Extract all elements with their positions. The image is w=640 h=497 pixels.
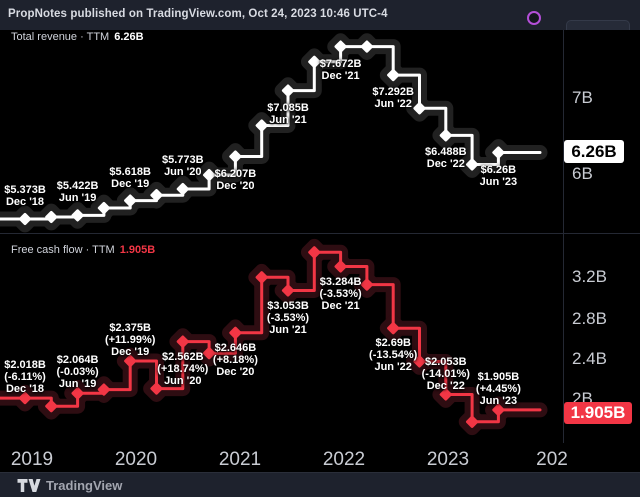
data-point-label: $2.562B (+18.74%) Jun '20: [157, 350, 209, 387]
revenue-last-price-box: 6.26B: [564, 140, 624, 163]
data-point-label: $3.284B (-3.53%) Dec '21: [319, 275, 362, 312]
data-point-label: $2.69B (-13.54%) Jun '22: [369, 337, 418, 374]
legend-total-revenue-value: 6.26B: [114, 31, 144, 43]
data-point-label: $3.053B (-3.53%) Jun '21: [266, 299, 310, 336]
footer-bar: TradingView: [0, 472, 640, 497]
data-point-label: $6.488B Dec '22: [425, 146, 467, 171]
time-axis-year-label: 2020: [114, 449, 158, 470]
time-axis-year-label: 2021: [218, 449, 262, 470]
data-point-label: $5.773B Jun '20: [162, 154, 204, 178]
legend-total-revenue[interactable]: Total revenue · TTM 6.26B: [11, 31, 144, 43]
tradingview-logo-icon[interactable]: [17, 479, 41, 492]
data-point-label: $2.375B (+11.99%) Dec '19: [104, 322, 156, 358]
data-point-label: $7.085B Jun '21: [267, 101, 309, 126]
legend-free-cash-flow-value: 1.905B: [119, 244, 156, 256]
data-point-label: $2.064B (-0.03%) Jun '19: [56, 354, 99, 391]
time-axis-year-label: 2019: [10, 449, 54, 470]
legend-free-cash-flow-label: Free cash flow · TTM: [11, 244, 115, 256]
price-tick-label: 2.8B: [572, 309, 607, 328]
time-axis[interactable]: 2019 2020 2021 2022 2023 202: [0, 443, 640, 472]
legend-free-cash-flow[interactable]: Free cash flow · TTM 1.905B: [11, 244, 155, 256]
data-point-label: $5.618B Dec '19: [109, 165, 151, 190]
legend-total-revenue-label: Total revenue · TTM: [11, 31, 110, 43]
time-axis-year-label: 202: [536, 449, 568, 470]
price-scale-divider: [563, 30, 564, 472]
fcf-last-price-box: 1.905B: [564, 402, 632, 424]
data-point-label: $7.292B Jun '22: [372, 86, 414, 111]
time-axis-year-label: 2023: [426, 449, 470, 470]
data-point-label: $6.26B Jun '23: [479, 163, 518, 188]
panel-divider[interactable]: [0, 233, 640, 234]
data-point-label: $6.207B Dec '20: [214, 167, 257, 192]
purple-badge-icon: [527, 11, 541, 25]
footer-brand-text[interactable]: TradingView: [46, 478, 123, 493]
price-tick-label: 3.2B: [572, 267, 607, 286]
time-axis-year-label: 2022: [322, 449, 366, 470]
attribution-text: PropNotes published on TradingView.com, …: [8, 8, 388, 20]
data-point-label: $2.053B (-14.01%) Dec '22: [421, 355, 470, 392]
data-point-label: $5.373B Dec '18: [4, 184, 46, 208]
price-tick-label: 6B: [572, 164, 593, 183]
price-tick-label: 7B: [572, 88, 593, 107]
data-point-label: $5.422B Jun '19: [56, 180, 99, 205]
attribution-bar: PropNotes published on TradingView.com, …: [0, 0, 640, 30]
data-point-label: $2.018B (-6.11%) Dec '18: [4, 359, 46, 396]
data-point-label: $2.646B (+8.18%) Dec '20: [212, 341, 258, 378]
top-right-chip[interactable]: [566, 20, 630, 30]
price-tick-label: 2.4B: [572, 349, 607, 368]
data-point-label: $7.672B Dec '21: [319, 57, 362, 82]
data-point-label: $1.905B (+4.45%) Jun '23: [475, 370, 521, 407]
